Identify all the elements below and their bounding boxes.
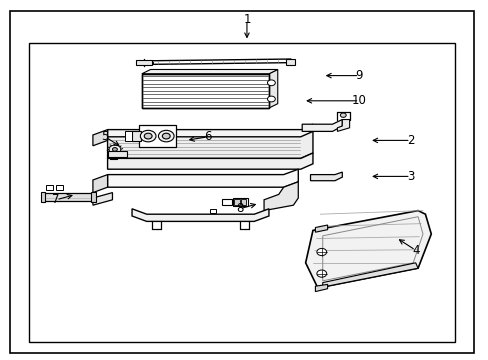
Circle shape [267, 96, 275, 102]
Circle shape [316, 270, 326, 277]
Bar [210, 209, 216, 213]
Circle shape [267, 80, 275, 86]
Text: 10: 10 [351, 94, 366, 107]
Circle shape [112, 148, 117, 151]
Bar [29, 43, 454, 342]
Polygon shape [107, 153, 312, 169]
Polygon shape [268, 69, 277, 108]
Text: 4: 4 [411, 244, 419, 257]
Text: 7: 7 [52, 193, 60, 206]
Bar [285, 59, 294, 65]
Text: 3: 3 [406, 170, 414, 183]
Polygon shape [142, 69, 277, 74]
Polygon shape [107, 151, 127, 157]
Circle shape [158, 130, 174, 142]
Polygon shape [302, 120, 342, 131]
Polygon shape [93, 175, 107, 193]
Bar [240, 199, 246, 205]
Bar [142, 74, 268, 108]
Bar [222, 199, 232, 205]
Polygon shape [264, 182, 298, 211]
Text: 5: 5 [101, 130, 109, 143]
Polygon shape [136, 60, 151, 65]
Polygon shape [337, 120, 349, 131]
Text: 9: 9 [355, 69, 363, 82]
Bar [139, 125, 176, 147]
Circle shape [316, 248, 326, 256]
Text: 6: 6 [203, 130, 211, 143]
Polygon shape [315, 225, 327, 232]
Circle shape [162, 133, 170, 139]
Circle shape [144, 133, 152, 139]
Circle shape [340, 113, 346, 117]
Polygon shape [132, 209, 268, 221]
Text: 1: 1 [243, 13, 250, 26]
Text: 8: 8 [235, 202, 243, 215]
Polygon shape [317, 263, 417, 288]
Text: 2: 2 [406, 134, 414, 147]
Polygon shape [305, 211, 430, 288]
Polygon shape [107, 131, 312, 158]
Polygon shape [310, 172, 342, 181]
Polygon shape [93, 130, 107, 146]
Bar [56, 185, 62, 190]
Polygon shape [124, 131, 132, 141]
Bar [41, 192, 45, 202]
Bar [233, 198, 247, 206]
Polygon shape [315, 284, 327, 292]
Polygon shape [93, 193, 112, 205]
Bar [46, 185, 53, 190]
Polygon shape [107, 124, 312, 139]
Circle shape [109, 145, 121, 154]
Bar [91, 192, 96, 202]
Polygon shape [107, 169, 298, 187]
Bar [142, 74, 268, 108]
Bar [44, 193, 93, 201]
Bar [234, 199, 240, 205]
Circle shape [140, 130, 156, 142]
Bar [132, 131, 141, 141]
